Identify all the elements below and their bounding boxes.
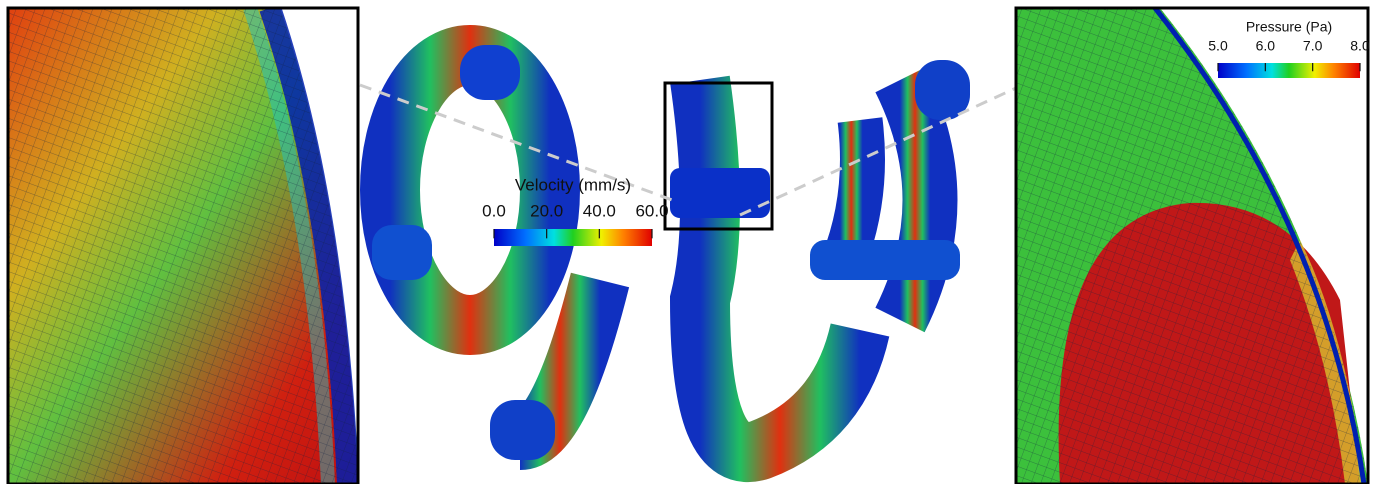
colorbar [1218,63,1360,78]
colorbar-tick-label: 6.0 [1256,38,1276,54]
left-zoom-panel [8,8,358,484]
colorbar-tick-label: 7.0 [1303,38,1323,54]
colorbar-tick-label: 5.0 [1208,38,1228,54]
colorbar-tick-label: 60.0 [635,201,668,220]
colorbar-title: Velocity (mm/s) [515,175,631,194]
center-geometry [372,45,970,460]
right-zoom-panel [1016,8,1368,484]
colorbar-tick-label: 20.0 [530,201,563,220]
colorbar [494,229,652,246]
colorbar-tick-label: 8.0 [1350,38,1370,54]
colorbar-title: Pressure (Pa) [1246,19,1332,35]
figure: Velocity (mm/s) 0.0 20.0 40.0 60.0 Pressure (… [0,0,1376,484]
colorbar-tick-label: 0.0 [482,201,506,220]
colorbar-tick-label: 40.0 [583,201,616,220]
